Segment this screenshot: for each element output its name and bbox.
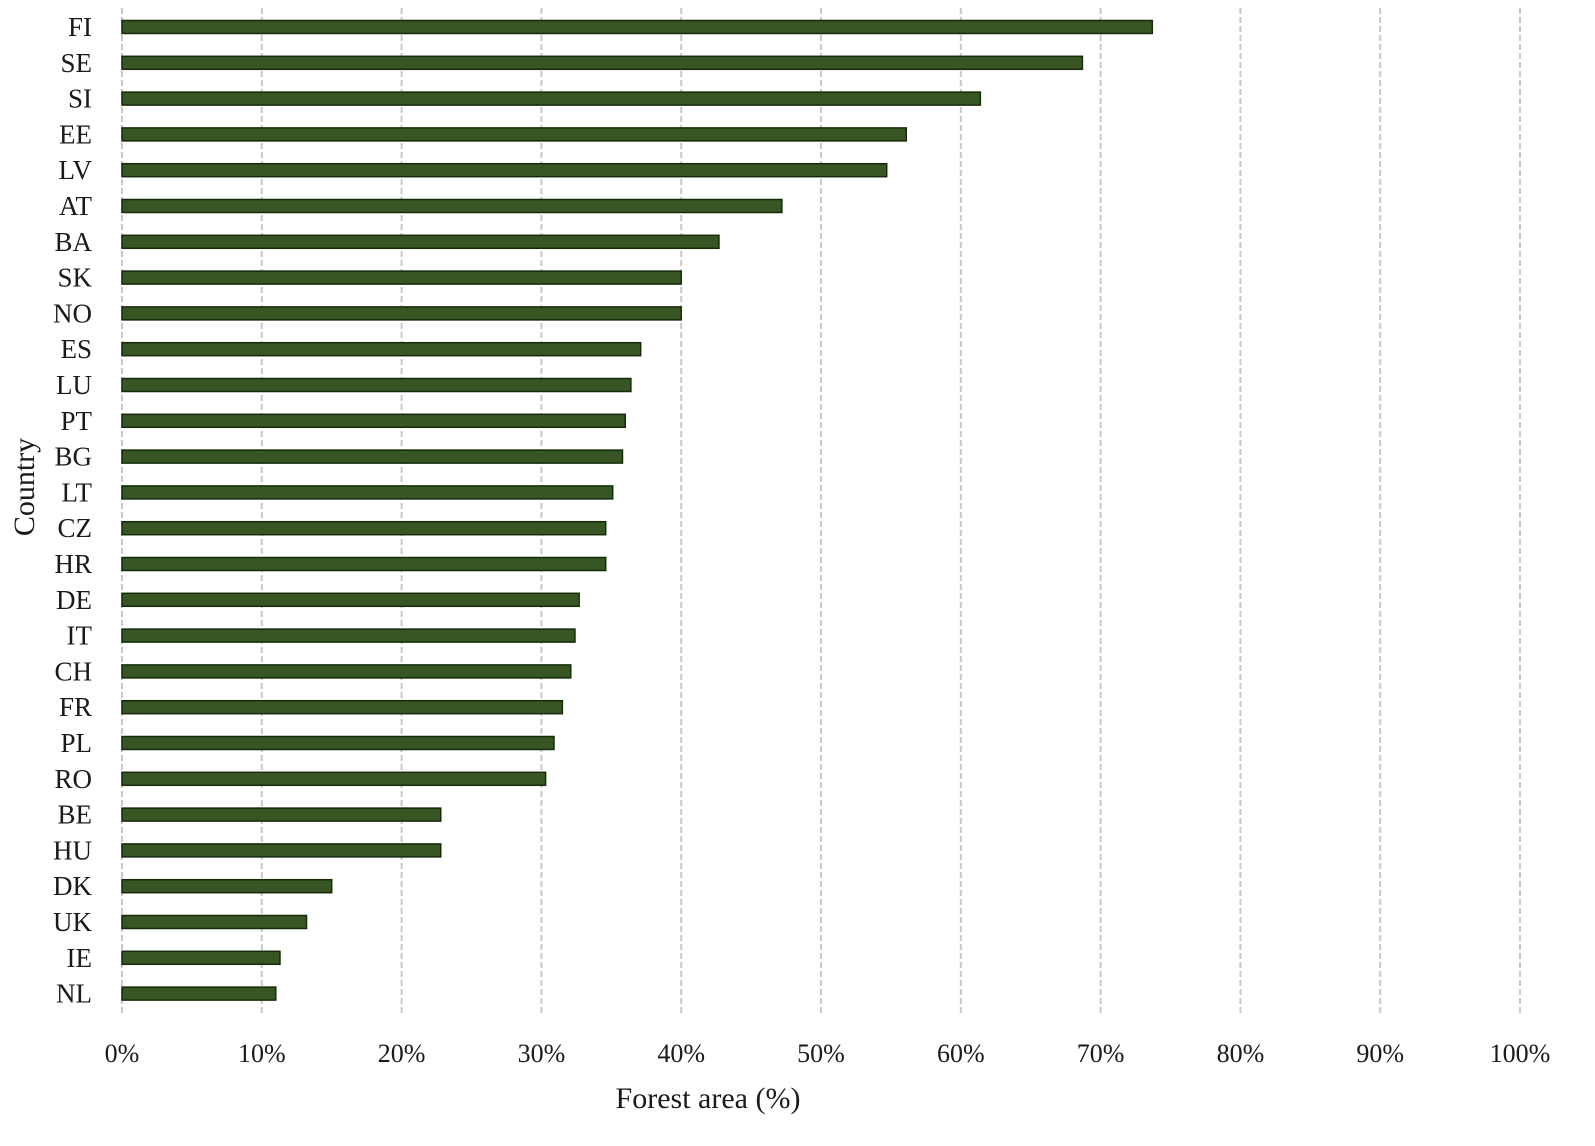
- bar-ee: [121, 127, 908, 142]
- bar-ro: [121, 771, 547, 787]
- bar-pt: [121, 413, 627, 429]
- category-label-si: SI: [68, 84, 92, 114]
- x-tick-label: 80%: [1217, 1039, 1265, 1068]
- x-axis-title: Forest area (%): [616, 1082, 801, 1115]
- bar-de: [121, 592, 580, 608]
- category-label-ie: IE: [67, 943, 92, 973]
- bar-bg: [121, 449, 624, 464]
- bar-uk: [121, 914, 308, 930]
- bars: [121, 19, 1154, 1001]
- x-tick-label: 40%: [657, 1039, 705, 1068]
- bar-nl: [121, 986, 277, 1001]
- category-label-at: AT: [59, 191, 93, 221]
- x-tick-label: 70%: [1077, 1039, 1125, 1068]
- bar-pl: [121, 735, 555, 751]
- category-label-hu: HU: [53, 835, 92, 865]
- category-label-ch: CH: [54, 656, 92, 686]
- bar-fr: [121, 699, 564, 715]
- bar-at: [121, 198, 783, 214]
- bar-lu: [121, 377, 632, 393]
- category-label-pl: PL: [60, 728, 92, 758]
- category-label-es: ES: [60, 334, 92, 364]
- x-tick-label: 90%: [1356, 1039, 1404, 1068]
- y-axis-title: Country: [8, 438, 41, 536]
- bar-hu: [121, 843, 442, 858]
- category-label-se: SE: [60, 48, 92, 78]
- bar-be: [121, 807, 442, 822]
- x-tick-label: 100%: [1490, 1039, 1551, 1068]
- category-label-no: NO: [53, 298, 92, 328]
- category-label-nl: NL: [56, 979, 92, 1009]
- bar-lt: [121, 485, 614, 500]
- bar-es: [121, 341, 642, 357]
- bar-se: [121, 55, 1084, 71]
- category-label-it: IT: [67, 621, 93, 651]
- category-label-ro: RO: [54, 764, 92, 794]
- x-tick-label: 30%: [518, 1039, 566, 1068]
- category-label-dk: DK: [53, 871, 92, 901]
- bar-it: [121, 628, 576, 643]
- category-label-ba: BA: [54, 227, 92, 257]
- bar-ch: [121, 664, 572, 679]
- x-tick-label: 20%: [378, 1039, 426, 1068]
- category-label-lt: LT: [61, 477, 92, 507]
- bar-no: [121, 306, 682, 321]
- bar-cz: [121, 520, 607, 536]
- category-label-fr: FR: [59, 692, 92, 722]
- bar-ba: [121, 234, 720, 250]
- category-label-be: BE: [57, 800, 92, 830]
- x-tick-label: 50%: [797, 1039, 845, 1068]
- bar-fi: [121, 19, 1154, 35]
- bar-dk: [121, 878, 333, 894]
- category-label-sk: SK: [57, 263, 92, 293]
- bar-si: [121, 91, 982, 106]
- category-label-pt: PT: [60, 406, 92, 436]
- category-labels: FI SE SI EE LV AT BA SK NO ES LU PT BG LT CZ HR DE IT CH FR…: [53, 12, 93, 1009]
- x-tick-label: 0%: [105, 1039, 140, 1068]
- bar-sk: [121, 270, 682, 285]
- bar-ie: [121, 950, 281, 966]
- category-label-de: DE: [56, 585, 92, 615]
- bar-hr: [121, 556, 607, 572]
- category-label-fi: FI: [68, 12, 92, 42]
- category-label-lv: LV: [58, 155, 92, 185]
- x-tick-labels: 0% 10% 20% 30% 40% 50% 60% 70% 80% 90% 100%: [105, 1039, 1551, 1068]
- x-tick-label: 10%: [238, 1039, 286, 1068]
- category-label-bg: BG: [54, 442, 92, 472]
- category-label-uk: UK: [53, 907, 92, 937]
- category-label-cz: CZ: [57, 513, 92, 543]
- bar-lv: [121, 162, 888, 178]
- x-tick-label: 60%: [937, 1039, 985, 1068]
- category-label-hr: HR: [54, 549, 92, 579]
- gridlines: [121, 8, 1521, 1013]
- category-label-ee: EE: [59, 119, 92, 149]
- category-label-lu: LU: [56, 370, 92, 400]
